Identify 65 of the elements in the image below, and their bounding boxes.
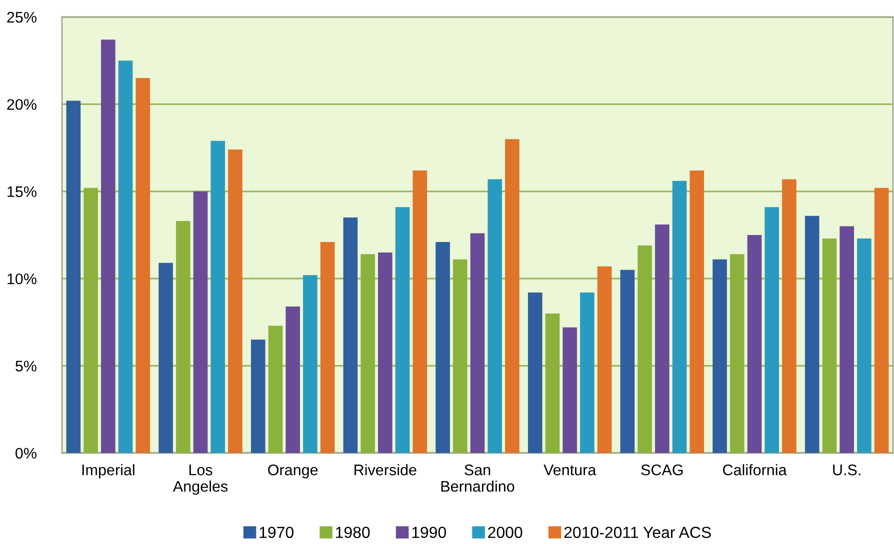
bar: [118, 60, 133, 453]
bar: [655, 224, 670, 453]
bar: [712, 259, 727, 453]
bar: [804, 216, 820, 453]
bar: [378, 252, 392, 453]
bar: [176, 221, 190, 453]
bar: [395, 207, 410, 453]
bar: [822, 238, 837, 453]
bar: [250, 340, 266, 453]
x-tick-label: SCAG: [641, 464, 683, 476]
bar: [764, 207, 780, 453]
bar: [210, 140, 226, 453]
bar: [228, 150, 242, 453]
bar: [470, 233, 485, 453]
bar: [101, 40, 116, 453]
bar: [268, 326, 283, 453]
y-tick-label: 15%: [8, 186, 36, 198]
bar: [857, 238, 872, 453]
y-tick-label: 25%: [7, 12, 36, 23]
bar: [562, 327, 577, 453]
bar: [730, 254, 744, 453]
x-tick-label: San Bernardino: [441, 464, 514, 492]
y-tick-label: 0%: [16, 448, 36, 459]
bar: [545, 313, 560, 453]
bar: [580, 292, 594, 453]
y-tick-label: 20%: [7, 99, 36, 110]
bar: [620, 270, 635, 453]
bar: [66, 100, 81, 453]
bar: [488, 179, 502, 453]
x-tick-label: U.S.: [833, 464, 860, 476]
x-tick-label: Riverside: [354, 464, 416, 476]
bar: [874, 188, 889, 453]
bar: [672, 180, 687, 453]
bar: [638, 245, 652, 453]
bar: [158, 262, 173, 453]
bar: [286, 306, 300, 453]
bar: [360, 254, 375, 453]
bar: [303, 275, 318, 453]
bar: [320, 242, 335, 453]
bar: [412, 170, 428, 453]
x-tick-label: Los Angeles: [172, 464, 228, 495]
legend-label: 2010-2011 Year ACS: [564, 526, 711, 538]
x-tick-label: Ventura: [544, 464, 596, 476]
bar: [782, 179, 796, 453]
bar: [840, 226, 854, 453]
y-tick-label: 5%: [16, 360, 36, 372]
bar: [343, 218, 358, 453]
bar: [84, 188, 98, 453]
bar: [136, 78, 150, 453]
bar: [505, 139, 520, 453]
bar: [690, 170, 704, 453]
legend-label: 2000: [488, 526, 522, 538]
bar: [597, 266, 612, 453]
legend-label: 1970: [260, 526, 294, 538]
x-tick-label: Imperial: [82, 464, 134, 478]
bar: [528, 292, 542, 453]
bar: [747, 235, 762, 453]
legend-label: 1980: [336, 526, 370, 538]
y-tick-label: 10%: [8, 273, 36, 284]
bar: [193, 191, 208, 453]
x-tick-label: Orange: [268, 464, 318, 478]
bar: [452, 259, 468, 453]
x-tick-label: California: [723, 464, 787, 476]
legend-label: 1990: [412, 526, 446, 538]
bar: [436, 242, 450, 453]
